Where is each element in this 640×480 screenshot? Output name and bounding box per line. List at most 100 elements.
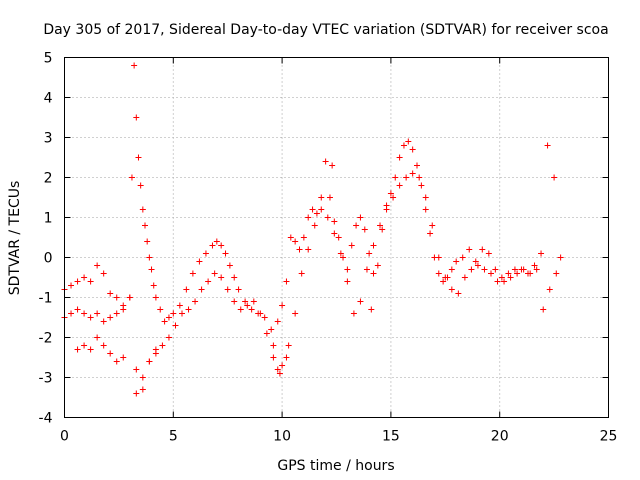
data-point-dips: [133, 390, 140, 397]
data-point-upper: [472, 258, 479, 265]
data-point-lower: [337, 250, 344, 257]
data-point-lower: [74, 306, 81, 313]
data-point-upper: [387, 190, 394, 197]
data-point-upper: [340, 254, 347, 261]
data-point-lower: [192, 298, 199, 305]
data-point-upper: [300, 234, 307, 241]
data-point-lower: [357, 298, 364, 305]
data-point-upper: [222, 250, 229, 257]
data-point-dips: [81, 342, 88, 349]
data-point-lower: [429, 222, 436, 229]
data-point-upper: [435, 270, 442, 277]
data-point-upper: [170, 310, 177, 317]
data-point-upper: [128, 174, 135, 181]
data-point-lower: [165, 334, 172, 341]
data-point-upper: [100, 270, 107, 277]
data-point-upper: [396, 154, 403, 161]
data-point-lower: [172, 322, 179, 329]
data-point-upper: [133, 114, 140, 121]
data-point-lower: [350, 310, 357, 317]
data-point-upper: [414, 162, 421, 169]
data-point-upper: [144, 238, 151, 245]
data-point-upper: [209, 242, 216, 249]
data-point-lower: [527, 270, 534, 277]
data-point-upper: [453, 258, 460, 265]
data-point-lower: [87, 314, 94, 321]
grid-layer: [64, 57, 609, 418]
data-point-upper: [485, 250, 492, 257]
data-point-lower: [113, 310, 120, 317]
data-point-upper: [183, 286, 190, 293]
data-point-lower: [481, 266, 488, 273]
data-point-lower: [126, 294, 133, 301]
data-point-upper: [150, 282, 157, 289]
data-point-upper: [68, 282, 75, 289]
data-point-upper: [202, 250, 209, 257]
data-point-lower: [507, 274, 514, 281]
data-point-lower: [139, 386, 146, 393]
data-point-lower: [237, 306, 244, 313]
data-point-dips: [283, 354, 290, 361]
y-tick-label: -4: [39, 411, 53, 427]
data-point-lower: [553, 270, 560, 277]
data-point-dips: [270, 342, 277, 349]
data-point-lower: [263, 330, 270, 337]
data-point-dips: [368, 306, 375, 313]
data-point-upper: [268, 326, 275, 333]
data-point-upper: [551, 174, 558, 181]
data-point-lower: [292, 310, 299, 317]
y-tick-label: -2: [39, 331, 53, 347]
x-tick-label: 0: [60, 429, 69, 445]
data-point-lower: [409, 170, 416, 177]
data-point-upper: [248, 306, 255, 313]
data-point-lower: [448, 286, 455, 293]
data-point-upper: [137, 182, 144, 189]
data-point-upper: [231, 274, 238, 281]
data-point-dips: [74, 346, 81, 353]
y-tick-label: 4: [44, 91, 53, 107]
y-tick-labels: -4 -3 -2 -1 0 1 2 3 4 5: [39, 51, 53, 427]
x-axis-label: GPS time / hours: [277, 458, 394, 474]
chart-title: Day 305 of 2017, Sidereal Day-to-day VTE…: [43, 22, 608, 38]
data-point-upper: [379, 226, 386, 233]
data-point-upper: [348, 242, 355, 249]
data-point-dips: [87, 346, 94, 353]
data-point-upper: [81, 274, 88, 281]
data-point-dips: [146, 358, 153, 365]
data-point-lower: [514, 270, 521, 277]
data-point-lower: [546, 286, 553, 293]
data-point-lower: [100, 318, 107, 325]
data-point-upper: [318, 194, 325, 201]
data-point-lower: [205, 278, 212, 285]
data-point-upper: [139, 206, 146, 213]
data-point-lower: [231, 298, 238, 305]
data-point-upper: [405, 138, 412, 145]
x-tick-label: 15: [382, 429, 400, 445]
data-point-lower: [198, 286, 205, 293]
data-point-upper: [287, 234, 294, 241]
plot-frame: [64, 57, 609, 418]
data-point-lower: [305, 246, 312, 253]
data-point-upper: [94, 262, 101, 269]
data-point-upper: [152, 294, 159, 301]
data-point-upper: [235, 286, 242, 293]
data-point-upper: [544, 142, 551, 149]
data-point-lower: [218, 274, 225, 281]
y-tick-label: -1: [39, 291, 53, 307]
data-point-upper: [279, 302, 286, 309]
data-point-upper: [189, 270, 196, 277]
data-point-lower: [520, 266, 527, 273]
data-point-dips: [152, 350, 159, 357]
data-point-upper: [313, 210, 320, 217]
x-tick-label: 25: [600, 429, 618, 445]
data-point-upper: [148, 266, 155, 273]
data-point-upper: [357, 214, 364, 221]
data-point-upper: [146, 254, 153, 261]
data-point-upper: [305, 214, 312, 221]
data-point-lower: [94, 310, 101, 317]
data-point-lower: [133, 366, 140, 373]
data-point-upper: [374, 262, 381, 269]
data-point-upper: [107, 290, 114, 297]
y-tick-label: -3: [39, 371, 53, 387]
